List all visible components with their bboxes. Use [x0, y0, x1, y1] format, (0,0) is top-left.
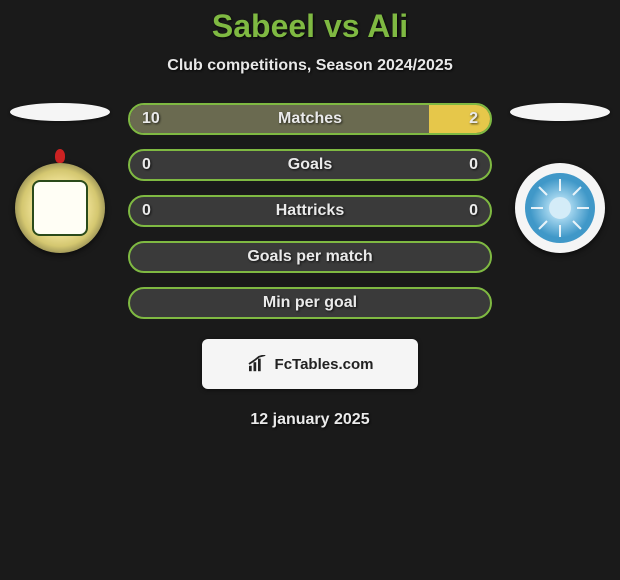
date-text: 12 january 2025 [0, 411, 620, 429]
team-badge-right [515, 163, 605, 253]
stat-value-left: 10 [142, 110, 160, 128]
stat-value-right: 0 [469, 156, 478, 174]
stat-value-right: 0 [469, 202, 478, 220]
attribution-text: FcTables.com [275, 356, 374, 373]
stat-value-left: 0 [142, 202, 151, 220]
stat-label: Goals per match [247, 248, 372, 266]
stat-bar-gpm: Goals per match [128, 241, 492, 273]
left-side [8, 103, 112, 253]
attribution-badge[interactable]: FcTables.com [202, 339, 418, 389]
player-placeholder-right [510, 103, 610, 121]
team-badge-left [15, 163, 105, 253]
stat-label: Min per goal [263, 294, 357, 312]
stat-value-left: 0 [142, 156, 151, 174]
badge-inner-left [32, 180, 88, 236]
stat-label: Hattricks [276, 202, 344, 220]
subtitle: Club competitions, Season 2024/2025 [0, 57, 620, 75]
fill-right [429, 105, 490, 133]
stat-bar-goals: 0 Goals 0 [128, 149, 492, 181]
stat-bar-hattricks: 0 Hattricks 0 [128, 195, 492, 227]
right-side [508, 103, 612, 253]
flame-icon [55, 149, 65, 163]
player-placeholder-left [10, 103, 110, 121]
rays-icon [525, 173, 595, 243]
stats-column: 10 Matches 2 0 Goals 0 0 Hattricks 0 Goa… [112, 103, 508, 319]
badge-inner-right [525, 173, 595, 243]
stat-label: Matches [278, 110, 342, 128]
stat-bar-matches: 10 Matches 2 [128, 103, 492, 135]
stat-value-right: 2 [469, 110, 478, 128]
stat-bar-mpg: Min per goal [128, 287, 492, 319]
page-title: Sabeel vs Ali [0, 8, 620, 45]
main-area: 10 Matches 2 0 Goals 0 0 Hattricks 0 Goa… [0, 103, 620, 319]
comparison-card: Sabeel vs Ali Club competitions, Season … [0, 0, 620, 429]
stat-label: Goals [288, 156, 332, 174]
chart-icon [247, 355, 269, 373]
